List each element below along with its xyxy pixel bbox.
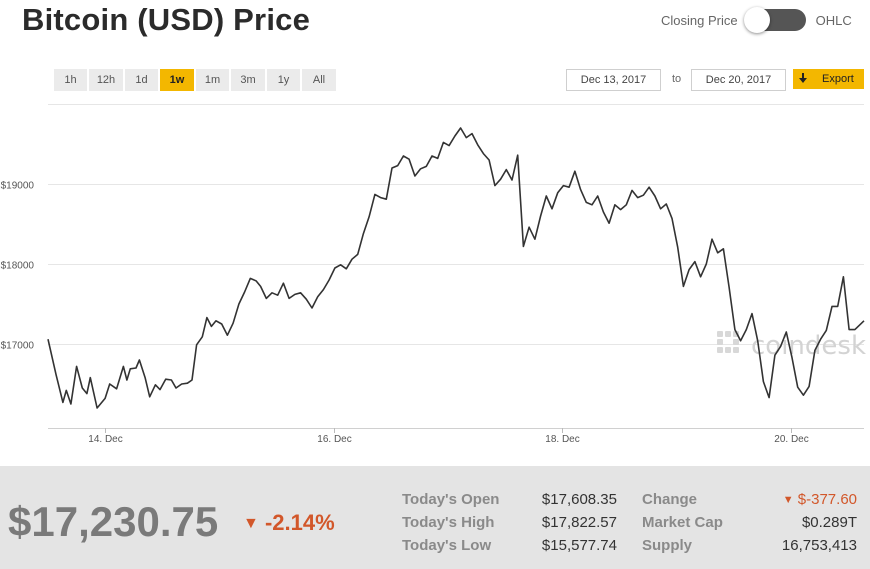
supply-value: 16,753,413 [781,537,857,554]
todays-open-label: Today's Open [402,491,500,508]
change-value: ▼ $-377.60 [740,491,857,508]
todays-high-label: Today's High [402,514,495,531]
x-tick-label: 16. Dec [317,434,351,445]
y-tick-label: $19000 [1,181,35,192]
end-date-input[interactable]: Dec 20, 2017 [691,69,786,91]
range-button-all[interactable]: All [302,69,336,91]
price-mode-toggle[interactable] [743,7,806,33]
start-date-input[interactable]: Dec 13, 2017 [566,69,661,91]
todays-low-value: $15,577.74 [541,537,617,554]
price-line-chart: $17000 $18000 $19000 14. Dec 16. Dec 18. Dec… [1,104,866,445]
watermark-dot [725,331,731,337]
todays-low-label: Today's Low [402,537,492,554]
market-cap-value: $0.289T [801,514,857,531]
date-range-to-label: to [672,73,682,85]
download-arrow-icon [799,72,807,86]
range-button-1m[interactable]: 1m [196,69,229,91]
coindesk-watermark: coindesk [717,331,866,361]
watermark-dot [733,347,739,353]
watermark-dot [725,347,731,353]
time-range-selector: 1h 12h 1d 1w 1m 3m 1y All [54,69,336,91]
change-value-text: $-377.60 [797,491,857,508]
watermark-dot [717,339,723,345]
range-button-3m[interactable]: 3m [231,69,265,91]
x-tick-label: 18. Dec [545,434,579,445]
export-label: Export [822,73,854,85]
toggle-knob[interactable] [743,7,770,33]
range-button-1h[interactable]: 1h [54,69,87,91]
price-series-line [47,127,865,409]
range-button-1w[interactable]: 1w [160,69,194,91]
chart-series [47,127,865,409]
watermark-dot [733,339,739,345]
todays-high-value: $17,822.57 [541,514,617,531]
x-tick-label: 20. Dec [774,434,808,445]
export-button[interactable]: Export [793,69,864,89]
down-triangle-icon: ▼ [782,494,794,506]
range-button-12h[interactable]: 12h [89,69,123,91]
price-mode-toggle-group: Closing Price OHLC [661,6,852,34]
supply-label: Supply [642,537,693,554]
market-cap-label: Market Cap [642,514,723,531]
page-title: Bitcoin (USD) Price [22,2,311,37]
y-tick-label: $18000 [1,261,35,272]
ohlc-label: OHLC [815,12,852,28]
range-button-1y[interactable]: 1y [267,69,300,91]
x-tick-label: 14. Dec [88,434,122,445]
price-summary-panel: $17,230.75 ▼ -2.14% Today's Open $17,608… [0,466,870,569]
change-percent: ▼ -2.14% [243,510,335,536]
current-price: $17,230.75 [8,498,219,545]
y-axis-labels: $17000 $18000 $19000 [1,181,35,352]
watermark-text: coindesk [751,331,866,361]
watermark-dot [717,331,723,337]
change-label: Change [642,491,698,508]
chart-grid [48,104,864,433]
todays-open-value: $17,608.35 [541,491,617,508]
change-percent-value: -2.14% [264,510,335,535]
closing-price-label: Closing Price [661,12,738,28]
down-triangle-icon: ▼ [243,515,259,532]
x-axis-labels: 14. Dec 16. Dec 18. Dec 20. Dec [88,434,808,445]
range-button-1d[interactable]: 1d [125,69,158,91]
y-tick-label: $17000 [1,341,35,352]
watermark-dot [717,347,723,353]
